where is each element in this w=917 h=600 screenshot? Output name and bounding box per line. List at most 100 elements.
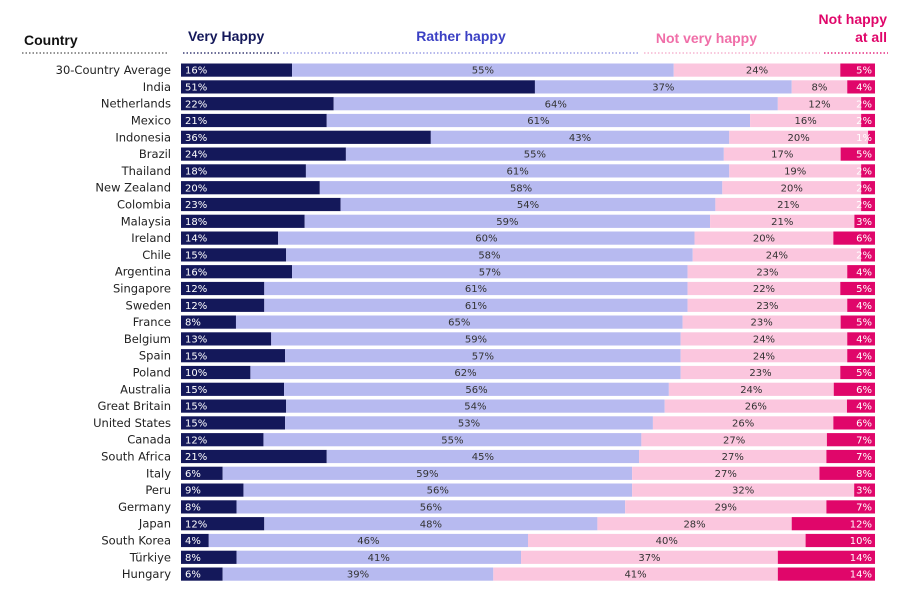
label-not-very-happy-italy: 27% [715, 469, 737, 480]
label-not-happy-at-all-belgium: 4% [856, 335, 872, 346]
label-rather-happy-peru: 56% [427, 486, 449, 497]
bar-rather-happy-peru [243, 483, 633, 497]
label-very-happy-sweden: 12% [185, 301, 207, 312]
row-label-italy: Italy [146, 466, 171, 480]
bar-rather-happy-france [235, 315, 683, 329]
bar-rather-happy-germany [236, 500, 626, 514]
label-not-happy-at-all-france: 5% [856, 318, 872, 329]
label-rather-happy-france: 65% [448, 318, 470, 329]
bar-not-very-happy-turkiye [521, 550, 778, 564]
row-label-australia: Australia [120, 382, 171, 396]
row-label-malaysia: Malaysia [121, 214, 171, 228]
bar-rather-happy-argentina [292, 265, 688, 279]
bar-rather-happy-sweden [264, 298, 688, 312]
bar-not-happy-at-all-thailand [861, 164, 875, 178]
bar-rather-happy-italy [222, 466, 633, 480]
header-country: Country [24, 32, 78, 48]
label-rather-happy-indonesia: 43% [569, 133, 591, 144]
label-not-happy-at-all-indonesia: 1% [856, 133, 872, 144]
label-not-very-happy-netherlands: 12% [808, 99, 830, 110]
label-not-very-happy-mexico: 16% [794, 116, 816, 127]
bar-not-very-happy-mexico [750, 113, 862, 128]
bar-rather-happy-great-britain [286, 399, 665, 413]
row-label-india: India [143, 80, 171, 94]
header-rather-happy: Rather happy [416, 28, 506, 44]
label-not-happy-at-all-mexico: 2% [856, 116, 872, 127]
label-very-happy-brazil: 24% [185, 150, 207, 161]
bar-not-happy-at-all-mexico [861, 113, 875, 128]
bar-not-very-happy-japan [597, 517, 792, 531]
bar-very-happy-new-zealand [181, 181, 320, 195]
label-very-happy-30-country-average: 16% [185, 66, 207, 77]
label-not-very-happy-sweden: 23% [756, 301, 778, 312]
bar-not-very-happy-south-korea [528, 533, 806, 548]
bar-not-happy-at-all-canada [826, 433, 875, 447]
bar-not-happy-at-all-colombia [861, 197, 875, 212]
row-label-colombia: Colombia [117, 198, 171, 212]
row-label-thailand: Thailand [121, 164, 171, 178]
bar-not-happy-at-all-peru [854, 483, 875, 497]
label-not-very-happy-germany: 29% [715, 503, 737, 514]
row-label-japan: Japan [138, 517, 171, 531]
label-very-happy-mexico: 21% [185, 116, 207, 127]
label-rather-happy-colombia: 54% [517, 200, 539, 211]
label-not-happy-at-all-sweden: 4% [856, 301, 872, 312]
bar-not-very-happy-france [682, 315, 841, 329]
label-very-happy-singapore: 12% [185, 284, 207, 295]
bar-rather-happy-brazil [345, 147, 724, 161]
label-rather-happy-brazil: 55% [524, 150, 546, 161]
label-very-happy-netherlands: 22% [185, 99, 207, 110]
label-not-happy-at-all-chile: 2% [856, 251, 872, 262]
bar-not-very-happy-canada [641, 433, 827, 447]
label-very-happy-peru: 9% [185, 486, 201, 497]
label-not-happy-at-all-turkiye: 14% [850, 553, 872, 564]
label-not-happy-at-all-great-britain: 4% [856, 402, 872, 413]
label-not-very-happy-thailand: 19% [784, 167, 806, 178]
label-very-happy-poland: 10% [185, 368, 207, 379]
label-rather-happy-thailand: 61% [506, 167, 528, 178]
label-not-very-happy-south-korea: 40% [656, 536, 678, 547]
bar-not-very-happy-netherlands [777, 97, 862, 111]
header-not-happy-line2: at all [855, 29, 887, 45]
bar-not-happy-at-all-south-korea [805, 533, 875, 548]
label-very-happy-ireland: 14% [185, 234, 207, 245]
row-label-netherlands: Netherlands [101, 97, 171, 111]
bar-not-very-happy-brazil [723, 147, 841, 161]
bar-not-very-happy-united-states [652, 416, 834, 430]
bar-very-happy-belgium [181, 332, 272, 346]
row-label-spain: Spain [139, 349, 171, 363]
bar-not-very-happy-italy [632, 466, 820, 480]
bar-not-happy-at-all-malaysia [854, 214, 875, 228]
row-label-peru: Peru [145, 483, 171, 497]
bar-very-happy-mexico [181, 113, 327, 128]
bar-rather-happy-new-zealand [319, 181, 723, 195]
label-not-happy-at-all-30-country-average: 5% [856, 66, 872, 77]
row-label-30-country-average: 30-Country Average [56, 63, 171, 77]
bar-not-happy-at-all-south-africa [826, 449, 875, 464]
bar-very-happy-south-korea [181, 533, 209, 548]
bar-rather-happy-turkiye [236, 550, 522, 564]
label-not-happy-at-all-south-korea: 10% [850, 536, 872, 547]
label-very-happy-canada: 12% [185, 435, 207, 446]
bar-not-happy-at-all-netherlands [861, 97, 875, 111]
label-very-happy-united-states: 15% [185, 419, 207, 430]
bar-rather-happy-poland [250, 365, 681, 380]
label-not-very-happy-united-states: 26% [732, 419, 754, 430]
bar-not-very-happy-poland [680, 365, 841, 380]
label-rather-happy-spain: 57% [472, 351, 494, 362]
bar-very-happy-ireland [181, 231, 279, 245]
bar-not-happy-at-all-spain [847, 349, 875, 363]
bar-not-happy-at-all-chile [860, 248, 875, 262]
row-label-belgium: Belgium [124, 332, 171, 346]
label-not-very-happy-australia: 24% [740, 385, 762, 396]
label-not-happy-at-all-south-africa: 7% [856, 452, 872, 463]
label-not-happy-at-all-malaysia: 3% [856, 217, 872, 228]
label-not-very-happy-poland: 23% [749, 368, 771, 379]
row-label-indonesia: Indonesia [115, 130, 171, 144]
label-not-very-happy-argentina: 23% [756, 267, 778, 278]
label-not-happy-at-all-india: 4% [856, 83, 872, 94]
bar-not-very-happy-australia [668, 382, 834, 396]
label-not-very-happy-30-country-average: 24% [746, 66, 768, 77]
bar-not-happy-at-all-japan [791, 517, 875, 531]
label-very-happy-south-africa: 21% [185, 452, 207, 463]
